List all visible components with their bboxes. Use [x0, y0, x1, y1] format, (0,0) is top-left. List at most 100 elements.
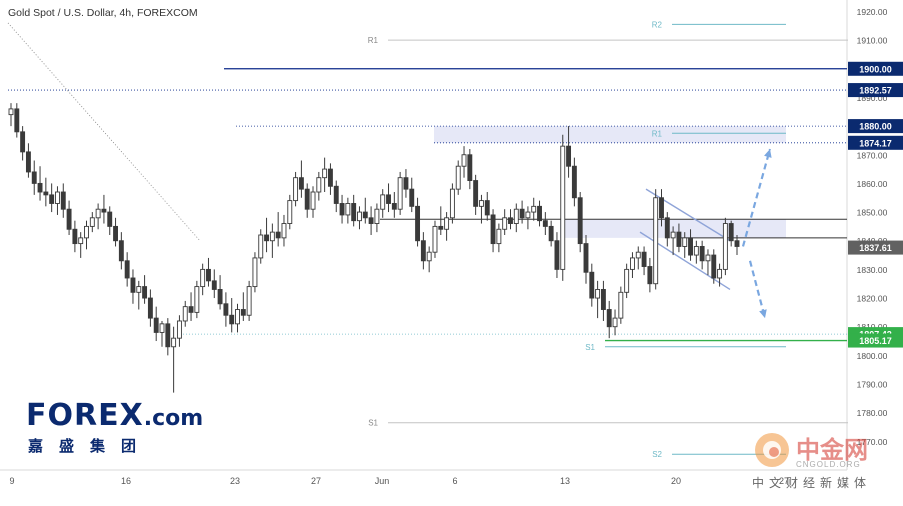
candle-body [635, 251, 641, 259]
candle [728, 220, 734, 247]
candle-body [659, 197, 664, 219]
candle [525, 206, 531, 230]
y-tick-label: 1850.00 [857, 208, 888, 218]
candle-body [89, 217, 95, 227]
pivot-label-r1: R1 [652, 129, 663, 138]
y-tick-label: 1910.00 [857, 36, 888, 46]
candle-body [711, 254, 717, 279]
candle [635, 246, 641, 270]
candle-body [78, 237, 84, 245]
x-tick-label: 23 [230, 476, 240, 486]
candle [113, 217, 118, 247]
pivot-label-r1: R1 [368, 36, 379, 45]
x-tick-label: 27 [779, 476, 789, 486]
candle [595, 280, 601, 319]
candle [508, 209, 513, 230]
candle-body [101, 208, 107, 213]
candle-body [386, 194, 391, 204]
candle-body [147, 297, 153, 319]
candle-body [374, 208, 380, 224]
candle [130, 269, 136, 304]
candle [322, 157, 328, 193]
candle [455, 160, 461, 195]
candle-body [432, 225, 438, 253]
price-tag-bg [848, 240, 903, 255]
candle-body [624, 268, 630, 293]
candle [711, 249, 717, 284]
y-tick-label: 1870.00 [857, 150, 888, 160]
candle-body [728, 223, 734, 242]
candle [496, 223, 502, 253]
candle [66, 200, 72, 235]
candle [699, 240, 705, 270]
candle [566, 126, 572, 178]
candle [409, 177, 415, 213]
logo-word: FOREX [26, 398, 144, 433]
candle-body [14, 108, 20, 133]
candle-body [165, 323, 171, 348]
candle [391, 192, 397, 218]
price-tag-bg [848, 135, 903, 150]
pivot-label-s1: S1 [368, 419, 378, 428]
candle [357, 206, 362, 230]
candle [89, 212, 95, 233]
candle [670, 226, 676, 256]
candle-body [525, 211, 531, 219]
candle-body [84, 225, 89, 239]
candle [298, 160, 304, 198]
candle [37, 166, 43, 201]
candle [386, 183, 391, 213]
candle [641, 246, 647, 276]
candle-body [223, 303, 229, 316]
candle-body [653, 197, 659, 285]
x-tick-label: 9 [9, 476, 14, 486]
candle-body [490, 214, 496, 245]
candle [693, 240, 699, 264]
candle-body [362, 211, 368, 219]
candle [269, 223, 275, 258]
y-tick-label: 1780.00 [857, 408, 888, 418]
candle [246, 280, 252, 321]
candle-body [310, 191, 316, 210]
candle [682, 232, 688, 258]
price-tag-label: 1900.00 [859, 64, 892, 74]
candle [618, 286, 624, 324]
bullish-arrow-head [764, 149, 772, 158]
candle-body [722, 223, 728, 270]
candle [548, 220, 554, 247]
candle [461, 146, 467, 178]
pivot-label-r2: R2 [652, 20, 663, 29]
candle [281, 214, 287, 247]
candle [624, 263, 630, 299]
candle [287, 194, 293, 230]
candle-body [734, 240, 740, 247]
candle [554, 232, 560, 278]
candle [49, 183, 55, 213]
candle [397, 171, 403, 215]
candle [275, 212, 281, 247]
y-tick-label: 1890.00 [857, 93, 888, 103]
candle-body [264, 234, 270, 242]
candle [513, 203, 519, 233]
candle [600, 280, 606, 321]
candle-body [502, 217, 508, 230]
candle-body [351, 203, 357, 222]
candle [444, 212, 450, 241]
candle-body [612, 317, 618, 328]
candle [235, 303, 240, 333]
candle-body [31, 171, 37, 184]
candle [722, 217, 728, 276]
candle-body [118, 240, 124, 262]
candle-body [333, 185, 339, 204]
candle-body [403, 177, 409, 190]
candle-body [519, 208, 525, 219]
candle [542, 212, 548, 235]
candle [653, 189, 659, 290]
candle [171, 326, 177, 393]
candle [380, 189, 386, 218]
chart-title: Gold Spot / U.S. Dollar, 4h, FOREXCOM [8, 7, 198, 19]
price-tag-label: 1805.17 [859, 336, 892, 346]
price-tag-label: 1874.17 [859, 138, 892, 148]
